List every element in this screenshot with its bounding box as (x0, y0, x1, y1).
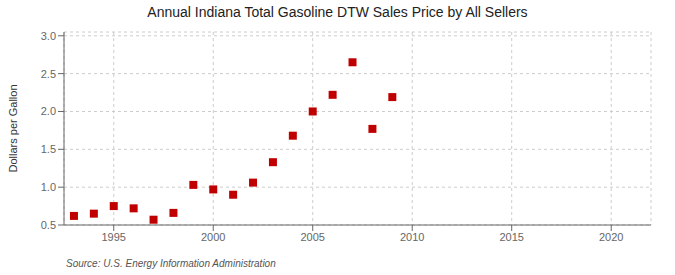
svg-text:1.0: 1.0 (41, 181, 56, 193)
svg-text:2.0: 2.0 (41, 105, 56, 117)
html-text:Annual Indiana Total Gasoline: Annual Indiana Total Gasoline DTW Sales … (147, 4, 528, 20)
html-text:Source: U.S. Energy Informatio: Source: U.S. Energy Information Administ… (66, 258, 276, 269)
svg-text:2005: 2005 (300, 231, 324, 243)
svg-text:2.5: 2.5 (41, 68, 56, 80)
svg-text:3.0: 3.0 (41, 30, 56, 42)
svg-text:2020: 2020 (599, 231, 623, 243)
svg-text:1.5: 1.5 (41, 143, 56, 155)
svg-text:2015: 2015 (499, 231, 523, 243)
svg-text:1995: 1995 (102, 231, 126, 243)
svg-text:2000: 2000 (201, 231, 225, 243)
svg-text:2010: 2010 (400, 231, 424, 243)
svg-text:0.5: 0.5 (41, 219, 56, 231)
svg-text:Dollars per Gallon: Dollars per Gallon (7, 84, 19, 172)
